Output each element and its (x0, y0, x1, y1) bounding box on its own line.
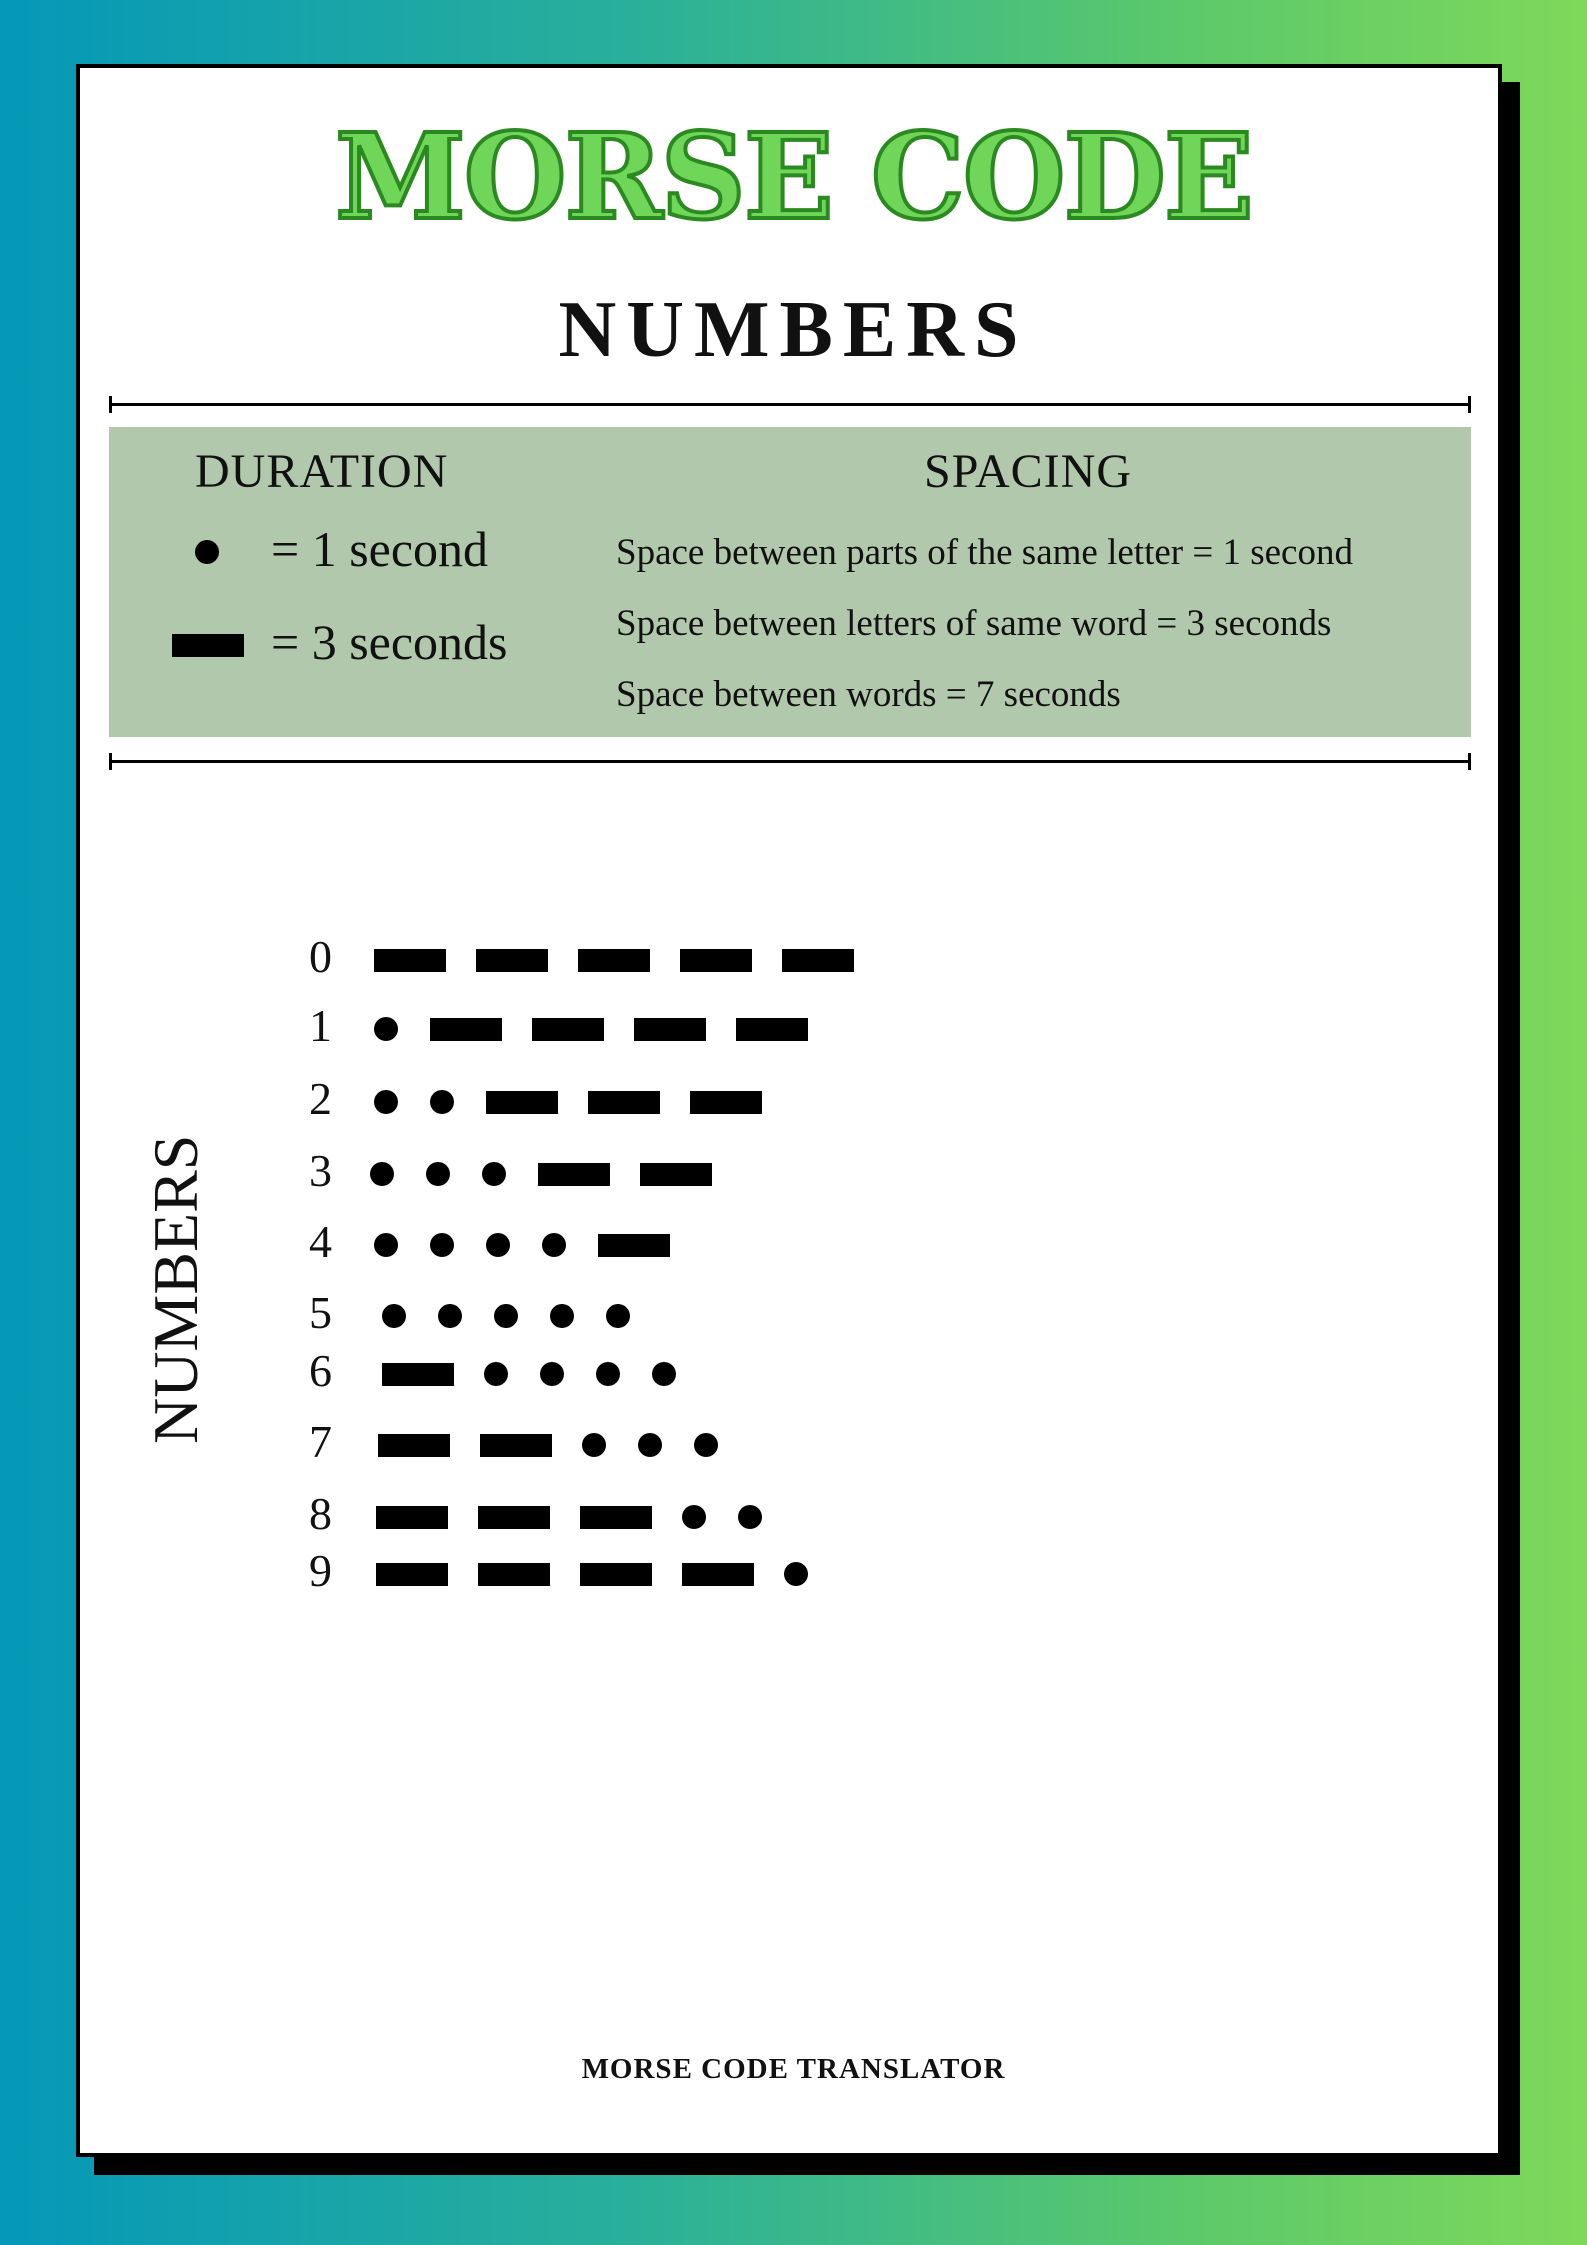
morse-dash-9-3 (682, 1563, 754, 1586)
dash-symbol-icon (172, 634, 244, 657)
morse-dash-1-4 (736, 1018, 808, 1041)
digit-label-8: 8 (309, 1488, 332, 1539)
digit-label-6: 6 (309, 1345, 332, 1396)
morse-dot-6-1 (484, 1362, 508, 1386)
spacing-rule-letters: Space between letters of same word = 3 s… (616, 603, 1332, 644)
side-label-text: NUMBERS (140, 1134, 211, 1444)
digit-label-7: 7 (309, 1416, 332, 1467)
morse-dash-0-1 (476, 949, 548, 972)
morse-dash-9-0 (376, 1563, 448, 1586)
morse-dash-3-3 (538, 1163, 610, 1186)
morse-dot-7-4 (694, 1433, 718, 1457)
morse-dot-4-3 (542, 1233, 566, 1257)
morse-dot-9-4 (784, 1562, 808, 1586)
morse-dot-8-4 (738, 1505, 762, 1529)
digit-label-3: 3 (309, 1145, 332, 1196)
morse-dash-8-0 (376, 1506, 448, 1529)
chart-card (76, 64, 1502, 2157)
legend-panel: DURATION SPACING = 1 second = 3 seconds … (109, 427, 1471, 737)
morse-dot-3-2 (482, 1162, 506, 1186)
morse-dash-2-4 (690, 1091, 762, 1114)
morse-dot-7-2 (582, 1433, 606, 1457)
morse-dash-9-1 (478, 1563, 550, 1586)
morse-dash-4-4 (598, 1234, 670, 1257)
morse-dash-3-4 (640, 1163, 712, 1186)
digit-label-0: 0 (309, 931, 332, 982)
spacing-rule-words: Space between words = 7 seconds (616, 674, 1121, 715)
morse-dot-6-2 (540, 1362, 564, 1386)
morse-dash-1-1 (430, 1018, 502, 1041)
morse-dot-4-0 (374, 1233, 398, 1257)
morse-dash-0-2 (578, 949, 650, 972)
morse-dash-2-2 (486, 1091, 558, 1114)
morse-dot-4-2 (486, 1233, 510, 1257)
morse-dot-6-4 (652, 1362, 676, 1386)
morse-dot-5-0 (382, 1304, 406, 1328)
morse-dash-8-2 (580, 1506, 652, 1529)
morse-dash-9-2 (580, 1563, 652, 1586)
morse-dot-4-1 (430, 1233, 454, 1257)
digit-label-4: 4 (309, 1216, 332, 1267)
digit-label-1: 1 (309, 1000, 332, 1051)
morse-dash-8-1 (478, 1506, 550, 1529)
morse-dot-2-0 (374, 1090, 398, 1114)
bottom-divider (109, 753, 1471, 770)
morse-dash-0-0 (374, 949, 446, 972)
morse-dot-5-1 (438, 1304, 462, 1328)
morse-dot-5-4 (606, 1304, 630, 1328)
footer-brand: MORSE CODE TRANSLATOR (581, 2053, 1006, 2085)
digit-label-5: 5 (309, 1287, 332, 1338)
digit-label-2: 2 (309, 1073, 332, 1124)
digit-label-9: 9 (309, 1545, 332, 1596)
morse-dash-1-3 (634, 1018, 706, 1041)
morse-dot-5-3 (550, 1304, 574, 1328)
morse-dash-2-3 (588, 1091, 660, 1114)
duration-heading: DURATION (195, 445, 449, 498)
dash-duration-label: = 3 seconds (271, 614, 508, 670)
morse-dot-3-1 (426, 1162, 450, 1186)
morse-dot-8-3 (682, 1505, 706, 1529)
morse-dot-6-3 (596, 1362, 620, 1386)
dot-duration-label: = 1 second (271, 521, 489, 577)
morse-dot-1-0 (374, 1017, 398, 1041)
morse-dash-1-2 (532, 1018, 604, 1041)
morse-dash-7-1 (480, 1434, 552, 1457)
dot-symbol-icon (195, 540, 219, 564)
morse-dash-0-4 (782, 949, 854, 972)
morse-dash-6-0 (382, 1363, 454, 1386)
morse-dot-5-2 (494, 1304, 518, 1328)
morse-dot-7-3 (638, 1433, 662, 1457)
morse-dot-3-0 (370, 1162, 394, 1186)
morse-dash-7-0 (378, 1434, 450, 1457)
spacing-rule-letter-parts: Space between parts of the same letter =… (616, 532, 1353, 573)
top-divider (109, 396, 1471, 413)
spacing-heading: SPACING (924, 445, 1132, 498)
morse-dash-0-3 (680, 949, 752, 972)
page-subtitle: NUMBERS (558, 286, 1029, 374)
page-title: MORSE CODE (333, 107, 1256, 246)
morse-dot-2-1 (430, 1090, 454, 1114)
